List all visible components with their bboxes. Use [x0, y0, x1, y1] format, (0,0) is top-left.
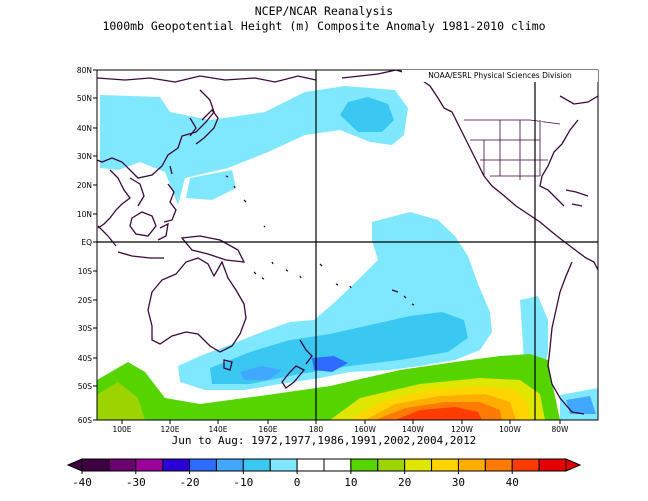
anomaly-core-north-pacific [340, 97, 394, 132]
lon-tick-label: 100E [112, 425, 131, 434]
coast-borneo [129, 211, 157, 237]
coast-sumatra-java [97, 225, 164, 259]
anomaly-core-tasman [240, 366, 282, 380]
lon-tick-label: 180 [309, 425, 324, 434]
lon-tick-label: 160W [354, 425, 376, 434]
colorbar-tick-label: -40 [72, 476, 92, 489]
lat-tick-label: 50N [77, 94, 92, 103]
colorbar-swatch [511, 458, 540, 472]
map-frame [96, 69, 599, 421]
colorbar-low-arrow [66, 458, 83, 472]
colorbar-swatch [377, 458, 406, 472]
lon-tick-label: 120E [160, 425, 179, 434]
coast-indochina [97, 169, 145, 229]
colorbar-swatch [269, 458, 298, 472]
us-state-borders [464, 119, 561, 180]
coast-korea-japan [189, 109, 219, 145]
lat-tick-label: 40S [78, 354, 93, 363]
positive-anomaly-level-15 [97, 382, 145, 420]
lon-tick-label: 100W [499, 425, 521, 434]
lon-tick-label: 140W [402, 425, 424, 434]
coastlines [97, 70, 598, 415]
coast-new-zealand [281, 339, 313, 389]
map-subtitle-variable: 1000mb Geopotential Height (m) Composite… [102, 19, 546, 33]
lon-tick-label: 120W [451, 425, 473, 434]
colorbar-swatch [350, 458, 379, 472]
lat-tick-label: 50S [78, 382, 93, 391]
credit-label: NOAA/ESRL Physical Sciences Division [402, 70, 598, 82]
coast-sulawesi-new-guinea [157, 222, 246, 263]
colorbar-swatch [81, 458, 110, 472]
colorbar-tick-label: 40 [506, 476, 519, 489]
lat-tick-label: 80N [77, 66, 92, 75]
lat-tick-label: 60S [78, 416, 93, 425]
coast-caribbean [565, 189, 589, 207]
composite-years: Jun to Aug: 1972,1977,1986,1991,2002,200… [171, 434, 477, 447]
coast-taiwan-philippines [163, 165, 177, 223]
colorbar-swatch [189, 458, 217, 472]
colorbar-swatch [162, 458, 191, 472]
coast-north-america-east [539, 95, 598, 207]
lat-tick-label: EQ [81, 238, 92, 247]
colorbar-tick-label: -20 [180, 476, 200, 489]
colorbar: -40 -30 -20 -10 0 10 20 30 40 [66, 458, 582, 489]
coast-south-america [547, 251, 598, 415]
lat-tick-label: 40N [77, 124, 92, 133]
colorbar-swatch [404, 458, 433, 472]
colorbar-tick-label: -30 [126, 476, 146, 489]
negative-anomaly-north-pacific [100, 86, 408, 205]
colorbar-swatch [135, 458, 164, 472]
colorbar-high-arrow [565, 458, 582, 472]
lat-tick-label: 10S [78, 267, 93, 276]
anomaly-core-south-america [566, 396, 596, 414]
colorbar-swatch [484, 458, 513, 472]
lat-tick-label: 20N [77, 181, 92, 190]
longitude-axis: 100E 120E 140E 160E 180 160W 140W 120W 100W 80W [112, 420, 569, 434]
colorbar-tick-label: 0 [294, 476, 301, 489]
lat-tick-label: 20S [78, 296, 93, 305]
lon-tick-label: 80W [552, 425, 570, 434]
colorbar-tick-label: 30 [452, 476, 465, 489]
lat-tick-label: 30N [77, 152, 92, 161]
colorbar-labels: -40 -30 -20 -10 0 10 20 30 40 [72, 471, 519, 489]
coast-pacific-islands [225, 175, 415, 306]
positive-anomaly-level-40 [395, 407, 482, 420]
colorbar-swatch [215, 458, 244, 472]
negative-anomaly-nw-pacific [186, 170, 236, 200]
lat-tick-label: 30S [78, 324, 93, 333]
colorbar-swatches [66, 458, 582, 472]
lon-tick-label: 140E [208, 425, 227, 434]
coast-tasmania [223, 359, 233, 371]
colorbar-tick-label: -10 [233, 476, 253, 489]
latitude-axis: 80N 50N 40N 30N 20N 10N EQ 10S 20S 30S 40S 50S 60S [77, 66, 97, 425]
colorbar-swatch [108, 458, 137, 472]
map-title: NCEP/NCAR Reanalysis [254, 4, 394, 18]
colorbar-swatch [457, 458, 486, 472]
coast-australia [147, 257, 247, 353]
lat-tick-label: 10N [77, 210, 92, 219]
colorbar-swatch [296, 458, 325, 472]
anomaly-band-south-pacific [210, 312, 468, 384]
lon-tick-label: 160E [258, 425, 277, 434]
anomaly-core-new-zealand [312, 356, 348, 372]
colorbar-tick-label: 20 [398, 476, 411, 489]
colorbar-swatch [538, 458, 567, 472]
coast-asia [97, 75, 317, 179]
map-area [97, 70, 598, 420]
colorbar-swatch [323, 458, 352, 472]
coast-north-america-west [459, 127, 579, 253]
colorbar-tick-label: 10 [344, 476, 357, 489]
colorbar-swatch [431, 458, 459, 472]
colorbar-swatch [242, 458, 271, 472]
